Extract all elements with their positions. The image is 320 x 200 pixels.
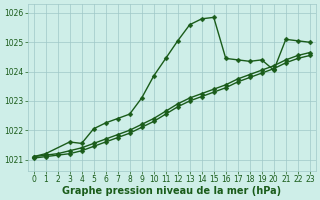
X-axis label: Graphe pression niveau de la mer (hPa): Graphe pression niveau de la mer (hPa) <box>62 186 281 196</box>
